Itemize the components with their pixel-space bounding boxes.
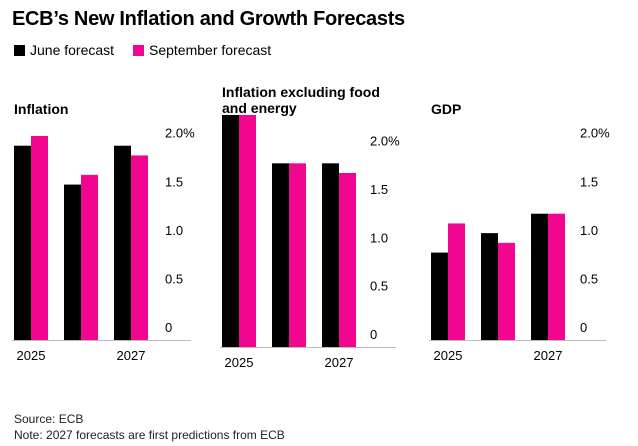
bar [239, 115, 256, 347]
x-tick-label: 2027 [325, 355, 354, 370]
y-tick-label: 0 [580, 320, 587, 335]
bar [339, 173, 356, 347]
x-tick-label: 2025 [17, 348, 46, 363]
y-tick-label: 2.0% [580, 126, 610, 141]
legend-item: September forecast [133, 42, 271, 58]
y-tick-label: 0.5 [370, 279, 388, 294]
bar [222, 115, 239, 347]
bar [481, 233, 498, 340]
y-tick-label: 1.5 [370, 182, 388, 197]
legend-item: June forecast [14, 42, 114, 58]
bar [498, 242, 515, 340]
y-tick-label: 0.5 [165, 271, 183, 286]
bar [31, 136, 48, 340]
panel-title: Inflation [14, 101, 69, 117]
x-tick-label: 2025 [434, 348, 463, 363]
source: Source: ECB [14, 412, 84, 426]
legend-label: September forecast [149, 42, 272, 58]
bar [322, 163, 339, 347]
bar [14, 145, 31, 340]
bar [431, 252, 448, 340]
bar [114, 145, 131, 340]
bar [289, 163, 306, 347]
y-tick-label: 1.5 [580, 174, 598, 189]
y-tick-label: 1.0 [580, 223, 598, 238]
legend-label: June forecast [30, 42, 115, 58]
bar [448, 223, 465, 340]
legend-swatch [133, 44, 144, 56]
x-tick-label: 2025 [225, 355, 254, 370]
y-tick-label: 2.0% [370, 134, 400, 149]
y-tick-label: 1.0 [370, 230, 388, 245]
x-tick-label: 2027 [534, 348, 563, 363]
y-tick-label: 1.0 [165, 223, 183, 238]
y-tick-label: 1.5 [165, 174, 183, 189]
panel-title: Inflation excluding food and energy [222, 84, 380, 116]
y-tick-label: 2.0% [165, 126, 195, 141]
note: Note: 2027 forecasts are first predictio… [14, 428, 285, 442]
bar [81, 174, 98, 340]
panel-title: GDP [431, 101, 462, 117]
y-tick-label: 0 [165, 320, 172, 335]
bar [131, 155, 148, 340]
y-tick-label: 0 [370, 327, 377, 342]
legend-swatch [14, 44, 25, 56]
bar [548, 213, 565, 340]
chart-title: ECB’s New Inflation and Growth Forecasts [12, 8, 405, 30]
bar [272, 163, 289, 347]
bar [64, 184, 81, 340]
bar [531, 213, 548, 340]
x-tick-label: 2027 [117, 348, 146, 363]
y-tick-label: 0.5 [580, 271, 598, 286]
